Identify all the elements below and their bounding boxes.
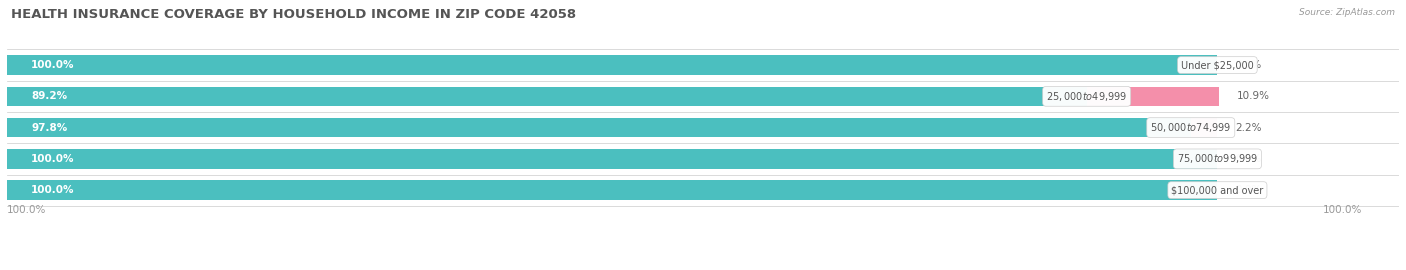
Text: $75,000 to $99,999: $75,000 to $99,999 [1177, 152, 1258, 165]
Text: Source: ZipAtlas.com: Source: ZipAtlas.com [1299, 8, 1395, 17]
Text: 100.0%: 100.0% [31, 185, 75, 195]
Text: $25,000 to $49,999: $25,000 to $49,999 [1046, 90, 1128, 103]
Bar [7, 55, 1218, 75]
Bar [7, 55, 1218, 75]
Text: 10.9%: 10.9% [1237, 91, 1270, 101]
Bar [7, 149, 1218, 168]
Bar [7, 118, 1218, 137]
Text: 2.2%: 2.2% [1236, 123, 1263, 133]
Text: 100.0%: 100.0% [1323, 204, 1362, 215]
Text: $100,000 and over: $100,000 and over [1171, 185, 1264, 195]
Bar [1191, 118, 1218, 137]
Text: 100.0%: 100.0% [7, 204, 46, 215]
Bar [7, 180, 1218, 200]
Text: 100.0%: 100.0% [31, 60, 75, 70]
Bar [7, 149, 1218, 168]
Bar [7, 180, 1218, 200]
Text: 0.0%: 0.0% [1236, 154, 1261, 164]
Text: 0.0%: 0.0% [1236, 185, 1261, 195]
Text: 0.0%: 0.0% [1236, 60, 1261, 70]
Bar [7, 87, 1218, 106]
Text: Under $25,000: Under $25,000 [1181, 60, 1254, 70]
Bar [7, 118, 1191, 137]
Text: 97.8%: 97.8% [31, 123, 67, 133]
Text: $50,000 to $74,999: $50,000 to $74,999 [1150, 121, 1232, 134]
Bar [1087, 87, 1219, 106]
Text: 89.2%: 89.2% [31, 91, 67, 101]
Text: HEALTH INSURANCE COVERAGE BY HOUSEHOLD INCOME IN ZIP CODE 42058: HEALTH INSURANCE COVERAGE BY HOUSEHOLD I… [11, 8, 576, 21]
Bar [7, 87, 1087, 106]
Text: 100.0%: 100.0% [31, 154, 75, 164]
